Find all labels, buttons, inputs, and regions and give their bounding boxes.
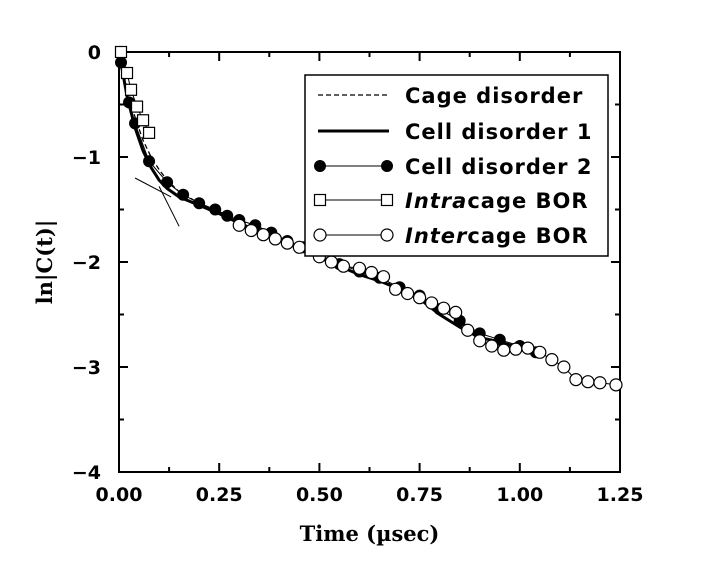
data-point-intercage-bor — [569, 373, 583, 387]
data-point-intercage-bor — [425, 296, 439, 310]
data-point-intercage-bor — [521, 341, 535, 355]
data-point-intercage-bor — [324, 255, 339, 269]
legend-label: Cell disorder 1 — [405, 120, 592, 144]
data-point-intercage-bor — [473, 334, 487, 348]
data-point-intercage-bor — [256, 228, 270, 242]
data-point-cell-disorder-2 — [177, 188, 190, 201]
x-tick-label: 0.25 — [196, 484, 243, 506]
y-tick-label: −1 — [72, 147, 101, 169]
data-point-intercage-bor — [581, 375, 595, 389]
data-point-intercage-bor — [593, 376, 607, 390]
data-point-intercage-bor — [244, 223, 258, 238]
data-point-intercage-bor — [336, 259, 351, 273]
data-point-intercage-bor — [292, 240, 306, 254]
y-axis-title: ln|C(t)| — [32, 220, 57, 305]
data-point-intracage-bor — [114, 45, 128, 59]
legend-marker — [314, 160, 326, 172]
legend-item-cell-disorder-1: Cell disorder 1 — [318, 120, 592, 144]
series-intracage-bor — [114, 45, 156, 139]
legend-marker — [313, 193, 327, 207]
data-point-intercage-bor — [232, 218, 246, 232]
data-point-intercage-bor — [461, 323, 475, 337]
x-tick-label: 1.25 — [597, 484, 644, 506]
legend-item-intercage-bor: Intercage BOR — [313, 224, 589, 248]
data-point-intercage-bor — [352, 261, 367, 275]
tangent-line — [134, 177, 172, 198]
tangent-lines — [134, 177, 180, 227]
data-point-cell-disorder-2 — [193, 197, 206, 210]
tangent-line — [158, 186, 180, 227]
axis-ticks: 0.00 0.25 0.50 0.75 1.00 1.25 0 −1 −2 −3 −4 — [72, 42, 644, 506]
data-point-cell-disorder-2 — [161, 176, 174, 189]
x-tick-label: 0.75 — [396, 484, 443, 506]
data-point-intracage-bor — [130, 100, 144, 113]
data-point-intercage-bor — [485, 339, 499, 353]
legend-item-intracage-bor: Intracage BOR — [313, 189, 589, 213]
data-point-intercage-bor — [388, 282, 403, 296]
x-tick-label: 1.00 — [496, 484, 543, 506]
data-point-intercage-bor — [533, 345, 547, 359]
x-tick-label: 0.50 — [296, 484, 343, 506]
data-point-intracage-bor — [136, 114, 150, 127]
data-point-intracage-bor — [120, 66, 134, 80]
data-point-intercage-bor — [364, 265, 379, 280]
legend-item-cell-disorder-2: Cell disorder 2 — [314, 155, 592, 179]
data-point-intercage-bor — [545, 353, 559, 367]
data-point-intercage-bor — [497, 343, 511, 357]
legend-item-cage-disorder: Cage disorder — [318, 84, 583, 108]
data-point-intracage-bor — [142, 126, 156, 139]
legend: Cage disorder Cell disorder 1 Cell disorde… — [304, 74, 609, 257]
data-point-cell-disorder-2 — [221, 209, 234, 222]
data-point-intercage-bor — [280, 236, 294, 250]
legend-label: Cage disorder — [405, 84, 583, 108]
x-axis-title: Time (µsec) — [300, 521, 440, 546]
legend-marker — [380, 228, 394, 242]
y-tick-label: −2 — [72, 252, 101, 274]
data-point-intercage-bor — [400, 286, 415, 301]
data-point-intercage-bor — [268, 232, 282, 246]
data-point-intercage-bor — [376, 270, 391, 284]
legend-label: Intracage BOR — [405, 189, 589, 213]
data-point-intercage-bor — [413, 291, 427, 305]
legend-marker — [381, 160, 393, 172]
y-tick-label: −3 — [72, 357, 101, 379]
data-point-intercage-bor — [509, 342, 523, 356]
legend-label: Cell disorder 2 — [405, 155, 592, 179]
data-point-intercage-bor — [449, 305, 463, 319]
data-point-intracage-bor — [124, 83, 138, 96]
legend-label: Intercage BOR — [405, 224, 589, 248]
data-point-cell-disorder-2 — [143, 155, 156, 168]
legend-marker — [380, 193, 394, 207]
data-point-intercage-bor — [557, 360, 571, 374]
data-point-intercage-bor — [609, 378, 623, 392]
y-tick-label: −4 — [72, 462, 101, 484]
data-point-cell-disorder-2 — [209, 203, 222, 216]
legend-marker — [313, 228, 327, 242]
x-tick-label: 0.00 — [96, 484, 143, 506]
data-point-intercage-bor — [437, 301, 451, 315]
y-tick-label: 0 — [88, 42, 101, 64]
